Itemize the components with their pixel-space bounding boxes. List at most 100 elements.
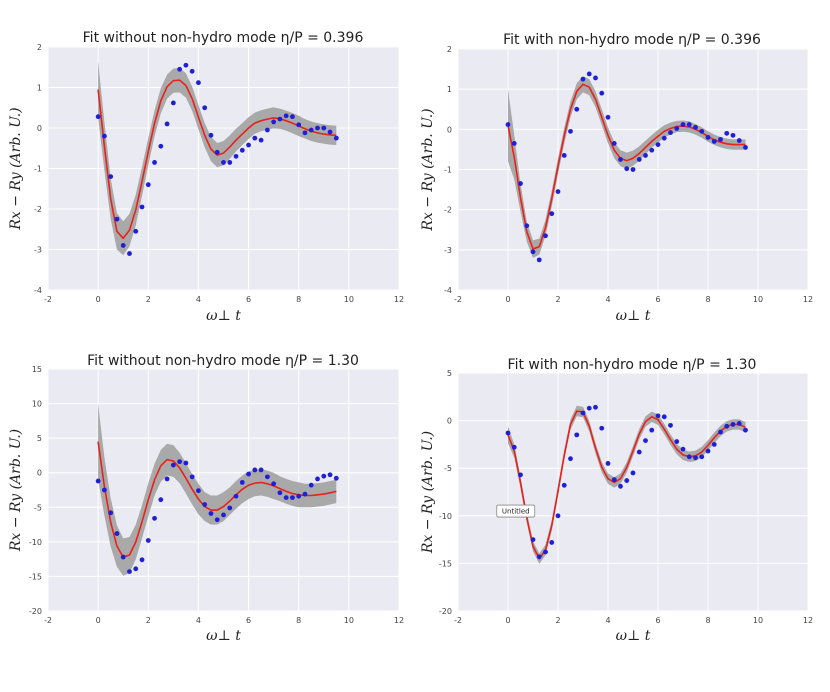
x-tick-label: 0	[96, 616, 101, 625]
y-tick-label: -10	[29, 538, 42, 547]
y-tick-label: 10	[32, 400, 42, 409]
data-point	[246, 471, 251, 477]
data-point	[593, 75, 598, 81]
data-point	[724, 423, 730, 429]
data-point	[549, 540, 555, 545]
data-point	[321, 473, 327, 479]
data-point	[699, 128, 705, 134]
data-point	[283, 113, 289, 119]
data-point	[649, 147, 655, 153]
y-tick-label: -10	[439, 512, 452, 521]
y-tick-label: -2	[444, 206, 452, 215]
y-tick-label: 15	[32, 365, 42, 374]
data-point	[302, 491, 308, 497]
x-tick-label: 6	[655, 616, 660, 625]
y-tick-label: 5	[37, 434, 42, 443]
data-point	[315, 476, 320, 482]
x-tick-label: 6	[655, 295, 660, 304]
x-tick-label: -2	[44, 616, 52, 625]
data-point	[202, 105, 208, 111]
data-point	[258, 467, 264, 473]
data-point	[302, 130, 308, 136]
data-point	[152, 160, 157, 165]
data-point	[183, 460, 189, 466]
x-tick-label: 0	[505, 295, 510, 304]
x-tick-label: -2	[454, 295, 462, 304]
data-point	[568, 456, 573, 462]
data-point	[114, 531, 120, 536]
panel-title: Fit without non-hydro mode η/P = 0.396	[83, 30, 364, 46]
x-tick-label: -2	[44, 295, 52, 304]
data-point	[668, 422, 673, 428]
data-point	[530, 537, 536, 542]
plot-area	[458, 373, 808, 611]
fit-line	[507, 410, 746, 561]
data-point	[164, 476, 170, 482]
y-tick-label: -5	[34, 503, 42, 512]
y-tick-label: 1	[447, 85, 452, 94]
x-tick-label: 6	[246, 295, 251, 304]
y-tick-label: 0	[447, 417, 452, 426]
data-point	[127, 569, 132, 574]
y-tick-label: 2	[37, 43, 42, 52]
data-point	[252, 135, 258, 141]
data-point	[321, 125, 327, 131]
data-point	[158, 497, 164, 503]
data-point	[208, 132, 214, 138]
data-point	[693, 124, 698, 130]
data-point	[530, 249, 536, 255]
data-point	[661, 135, 667, 141]
data-point	[605, 114, 611, 120]
data-point	[202, 502, 208, 507]
data-point	[333, 135, 339, 141]
data-point	[680, 122, 686, 127]
data-point	[108, 510, 114, 516]
data-point	[655, 142, 661, 147]
data-point	[95, 114, 101, 120]
data-point	[290, 495, 295, 501]
fit-line	[507, 83, 746, 251]
data-point	[108, 174, 114, 180]
y-tick-label: -3	[444, 246, 452, 255]
data-point	[170, 462, 176, 468]
data-point	[624, 478, 630, 483]
x-tick-label: 10	[753, 616, 763, 625]
data-point	[239, 479, 245, 485]
data-point	[736, 138, 742, 143]
data-point	[271, 481, 277, 487]
data-point	[655, 413, 661, 419]
y-axis-label: Rx − Ry (Arb. U.)	[420, 108, 436, 231]
data-point	[127, 251, 132, 256]
y-axis-label: Rx − Ry (Arb. U.)	[420, 431, 436, 554]
data-point	[630, 167, 636, 172]
data-point	[252, 467, 258, 473]
data-point	[120, 554, 126, 560]
x-tick-label: 4	[196, 295, 201, 304]
data-point	[630, 470, 636, 476]
data-point	[561, 482, 567, 488]
data-point	[239, 147, 245, 153]
data-point	[511, 140, 517, 146]
data-point	[636, 157, 642, 162]
x-tick-label: 0	[96, 295, 101, 304]
data-point	[524, 223, 530, 229]
data-point	[536, 554, 542, 560]
data-point	[214, 149, 220, 155]
data-point	[611, 477, 617, 483]
data-point	[145, 538, 151, 543]
data-point	[152, 515, 157, 521]
data-point	[743, 145, 748, 150]
data-point	[327, 129, 333, 135]
data-point	[668, 130, 673, 135]
data-point	[593, 404, 598, 410]
data-point	[102, 487, 107, 493]
data-point	[611, 140, 617, 146]
panel-title: Fit with non-hydro mode η/P = 0.396	[503, 32, 761, 48]
y-axis-label: Rx − Ry (Arb. U.)	[8, 107, 24, 230]
data-point	[511, 444, 517, 450]
data-point	[743, 427, 748, 433]
data-point	[271, 119, 277, 125]
data-point	[643, 153, 648, 158]
data-point	[208, 511, 214, 516]
data-point	[102, 133, 107, 139]
